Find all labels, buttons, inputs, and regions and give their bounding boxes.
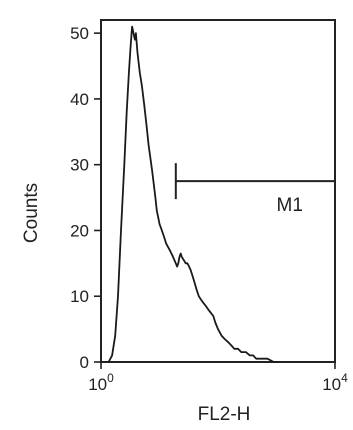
y-axis-title: Counts <box>21 183 42 243</box>
gate-label: M1 <box>277 195 303 216</box>
x-tick-label: 100 <box>88 371 114 394</box>
y-tick-label: 50 <box>70 24 89 43</box>
histogram-trace <box>107 25 279 363</box>
x-axis-title: FL2-H <box>198 404 251 425</box>
y-tick-label: 30 <box>70 156 89 175</box>
plot-frame <box>100 19 336 363</box>
y-tick-label: 0 <box>80 353 89 372</box>
x-tick-label: 104 <box>322 371 348 394</box>
y-tick-label: 10 <box>70 287 89 306</box>
plot-area: 0 10 20 30 40 50 100 104 M1 <box>70 19 348 394</box>
y-tick-label: 40 <box>70 90 89 109</box>
y-tick-label: 20 <box>70 221 89 240</box>
